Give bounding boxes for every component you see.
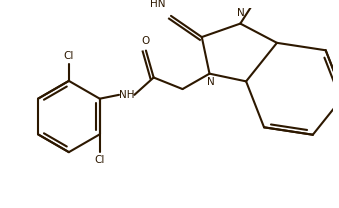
Text: NH: NH bbox=[119, 90, 135, 100]
Text: N: N bbox=[237, 8, 245, 18]
Text: Cl: Cl bbox=[95, 155, 105, 165]
Text: O: O bbox=[142, 36, 150, 46]
Text: N: N bbox=[206, 77, 214, 87]
Text: HN: HN bbox=[150, 0, 165, 9]
Text: Cl: Cl bbox=[64, 51, 74, 61]
